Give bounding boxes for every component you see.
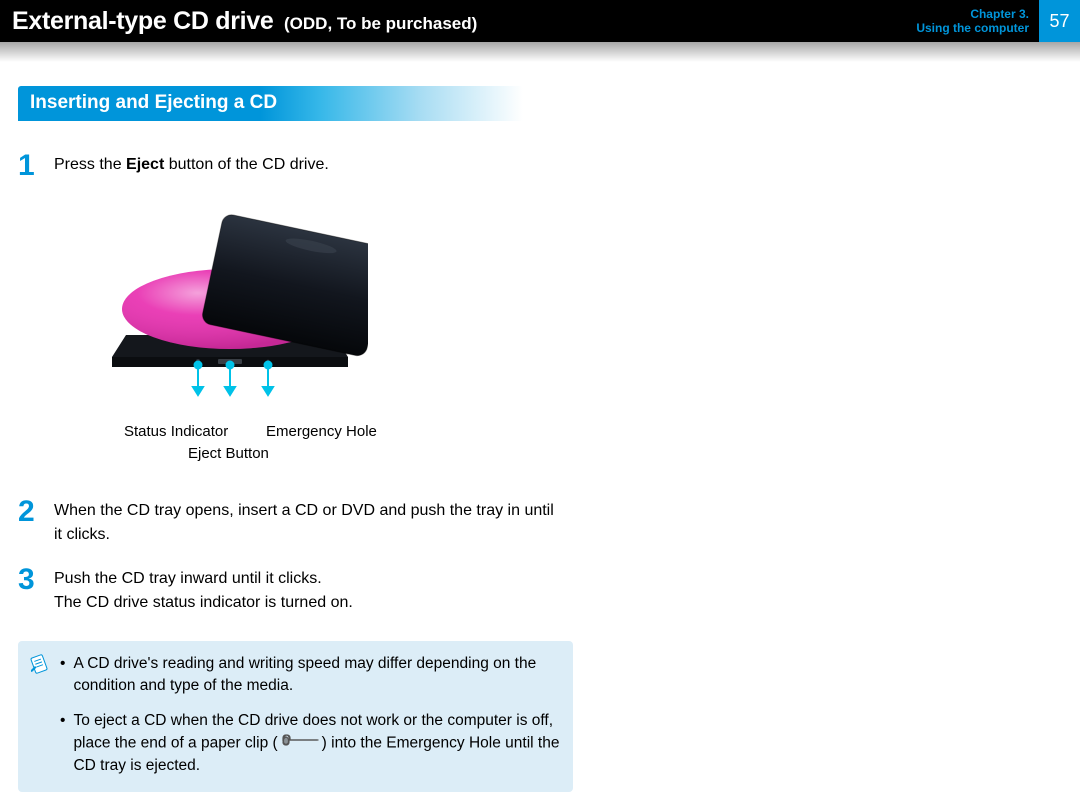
step-text: Push the CD tray inward until it clicks.… xyxy=(54,563,353,615)
step-number: 3 xyxy=(18,563,54,615)
title-sub: (ODD, To be purchased) xyxy=(284,14,477,33)
note-bullet-1: • A CD drive's reading and writing speed… xyxy=(60,653,561,698)
step-number: 1 xyxy=(18,149,54,181)
label-status-indicator: Status Indicator xyxy=(124,423,228,440)
step-text: When the CD tray opens, insert a CD or D… xyxy=(54,495,556,547)
bullet-text: A CD drive's reading and writing speed m… xyxy=(73,653,561,698)
bullet-text: To eject a CD when the CD drive does not… xyxy=(73,710,561,778)
page-header: External-type CD drive (ODD, To be purch… xyxy=(0,0,1080,42)
label-emergency-hole: Emergency Hole xyxy=(266,423,377,440)
step-text: Press the Eject button of the CD drive. xyxy=(54,149,329,181)
chapter-block: Chapter 3. Using the computer xyxy=(916,7,1033,36)
paperclip-icon xyxy=(280,732,320,754)
content-column: Inserting and Ejecting a CD 1 Press the … xyxy=(0,62,570,792)
label-eject-button: Eject Button xyxy=(188,445,269,462)
note-icon xyxy=(28,653,50,682)
note-bullet-2: • To eject a CD when the CD drive does n… xyxy=(60,710,561,778)
bullet-dot: • xyxy=(60,653,65,698)
page-number-badge: 57 xyxy=(1039,0,1080,42)
title-main: External-type CD drive xyxy=(12,7,274,35)
chapter-line1: Chapter 3. xyxy=(916,7,1029,21)
header-right: Chapter 3. Using the computer 57 xyxy=(916,0,1080,42)
step-number: 2 xyxy=(18,495,54,547)
chapter-line2: Using the computer xyxy=(916,21,1029,35)
note-box: • A CD drive's reading and writing speed… xyxy=(18,641,573,792)
figure-callout-labels: Status Indicator Emergency Hole Eject Bu… xyxy=(98,423,398,467)
step-2: 2 When the CD tray opens, insert a CD or… xyxy=(18,495,556,547)
page-title: External-type CD drive (ODD, To be purch… xyxy=(12,7,477,36)
bullet-dot: • xyxy=(60,710,65,778)
section-heading: Inserting and Ejecting a CD xyxy=(18,86,523,121)
step-1: 1 Press the Eject button of the CD drive… xyxy=(18,149,556,181)
step-3: 3 Push the CD tray inward until it click… xyxy=(18,563,556,615)
cd-drive-figure xyxy=(98,201,368,411)
header-shadow xyxy=(0,42,1080,62)
